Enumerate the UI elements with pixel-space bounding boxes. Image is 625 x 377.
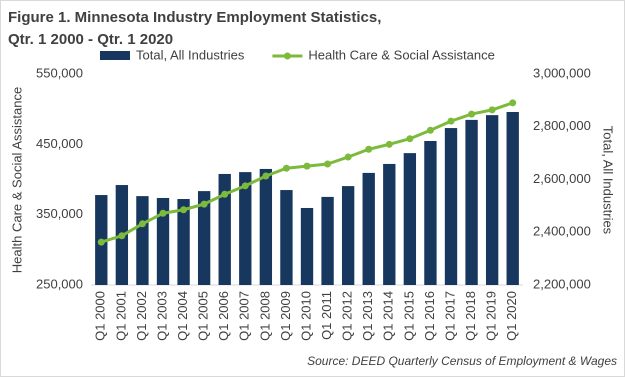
bar bbox=[321, 196, 334, 285]
legend-swatch bbox=[100, 51, 130, 60]
line-marker bbox=[241, 182, 249, 190]
line-marker bbox=[180, 206, 188, 214]
y-tick-label: 550,000 bbox=[36, 65, 83, 80]
line-marker bbox=[262, 172, 270, 180]
bar bbox=[485, 115, 499, 286]
y-axis-label: Health Care & Social Assistance bbox=[9, 87, 24, 273]
bar bbox=[403, 153, 417, 285]
line-marker bbox=[365, 145, 373, 153]
line-marker bbox=[385, 140, 393, 148]
line-marker bbox=[344, 153, 352, 161]
x-tick-label: Q1 2007 bbox=[237, 291, 252, 341]
y2-tick-label: 3,000,000 bbox=[533, 65, 591, 80]
x-tick-label: Q1 2020 bbox=[504, 291, 519, 341]
bar bbox=[506, 111, 519, 285]
x-tick-label: Q1 2014 bbox=[381, 291, 396, 341]
source-note: Source: DEED Quarterly Census of Employm… bbox=[307, 354, 617, 368]
x-tick-label: Q1 2002 bbox=[134, 291, 149, 341]
x-tick-label: Q1 2015 bbox=[401, 291, 416, 341]
chart-title: Figure 1. Minnesota Industry Employment … bbox=[8, 9, 381, 26]
y2-tick-label: 2,600,000 bbox=[533, 171, 591, 186]
bar bbox=[300, 207, 314, 285]
x-tick-label: Q1 2009 bbox=[278, 291, 293, 341]
y2-axis-label: Total, All Industries bbox=[601, 126, 616, 235]
x-tick-label: Q1 2011 bbox=[319, 291, 334, 340]
x-tick-label: Q1 2013 bbox=[360, 291, 375, 341]
bar bbox=[424, 140, 437, 285]
line-marker bbox=[324, 160, 332, 168]
line-marker bbox=[221, 190, 229, 198]
y-tick-label: 250,000 bbox=[36, 276, 83, 291]
bar bbox=[239, 172, 252, 285]
y-tick-label: 350,000 bbox=[36, 206, 83, 221]
bar bbox=[156, 197, 170, 285]
chart-title: Qtr. 1 2000 - Qtr. 1 2020 bbox=[8, 31, 173, 48]
bar bbox=[177, 199, 190, 285]
x-tick-label: Q1 2008 bbox=[257, 291, 272, 341]
bar bbox=[259, 168, 273, 285]
line-marker bbox=[303, 162, 311, 170]
bar bbox=[280, 190, 293, 285]
x-tick-label: Q1 2012 bbox=[340, 291, 355, 341]
line-marker bbox=[200, 200, 208, 208]
x-tick-label: Q1 2010 bbox=[298, 291, 313, 341]
bar bbox=[197, 191, 211, 285]
legend-label: Health Care & Social Assistance bbox=[308, 47, 494, 62]
x-tick-label: Q1 2004 bbox=[175, 291, 190, 341]
bar bbox=[362, 172, 375, 285]
x-tick-label: Q1 2017 bbox=[442, 291, 457, 341]
line-marker bbox=[118, 232, 126, 240]
y-tick-label: 450,000 bbox=[36, 136, 83, 151]
line-marker bbox=[138, 220, 146, 228]
line-marker bbox=[468, 110, 476, 118]
line-marker bbox=[406, 135, 414, 143]
bar bbox=[444, 128, 458, 285]
x-tick-label: Q1 2016 bbox=[422, 291, 437, 341]
line-marker bbox=[509, 99, 517, 107]
line-marker bbox=[488, 106, 496, 114]
line-marker bbox=[97, 238, 105, 246]
x-tick-label: Q1 2018 bbox=[463, 291, 478, 341]
x-tick-label: Q1 2000 bbox=[93, 291, 108, 341]
x-tick-label: Q1 2005 bbox=[196, 291, 211, 341]
legend-swatch bbox=[283, 52, 291, 60]
legend-label: Total, All Industries bbox=[136, 47, 245, 62]
bar bbox=[341, 186, 355, 285]
bar bbox=[383, 163, 396, 285]
y2-tick-label: 2,200,000 bbox=[533, 276, 591, 291]
bar bbox=[465, 119, 478, 285]
x-tick-label: Q1 2003 bbox=[154, 291, 169, 341]
x-tick-label: Q1 2019 bbox=[484, 291, 499, 341]
bar bbox=[218, 173, 231, 285]
line-marker bbox=[159, 209, 167, 217]
y2-tick-label: 2,400,000 bbox=[533, 224, 591, 239]
x-tick-label: Q1 2006 bbox=[216, 291, 231, 341]
line-marker bbox=[447, 117, 455, 125]
bar bbox=[136, 196, 149, 285]
line-marker bbox=[282, 164, 290, 172]
line-marker bbox=[426, 126, 434, 134]
y2-tick-label: 2,800,000 bbox=[533, 118, 591, 133]
x-tick-label: Q1 2001 bbox=[113, 291, 128, 341]
